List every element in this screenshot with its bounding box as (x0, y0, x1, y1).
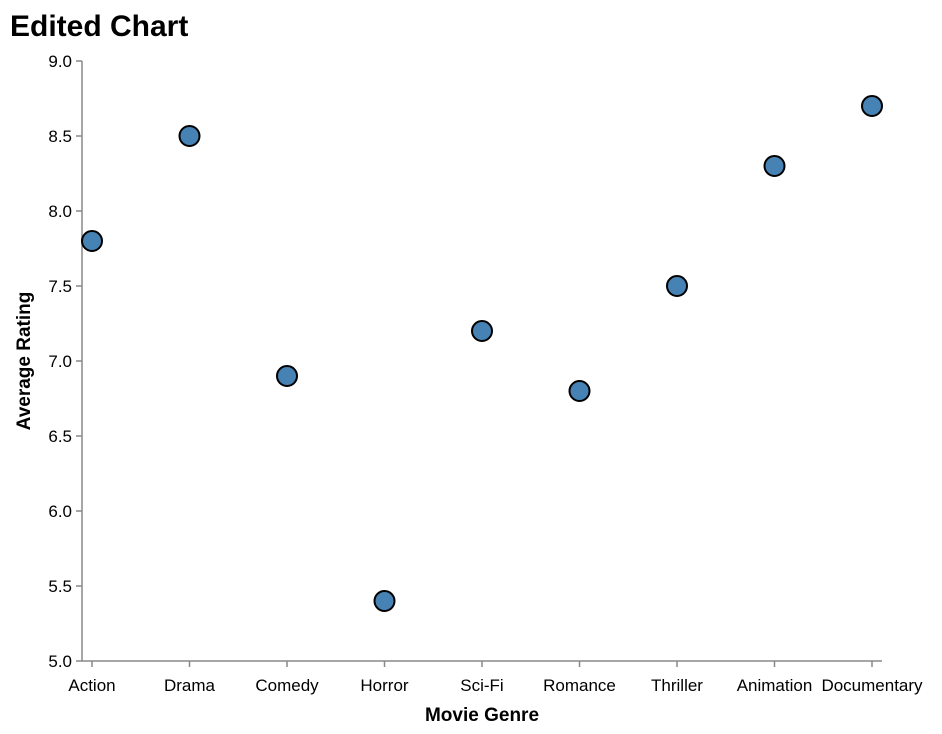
data-point[interactable] (81, 230, 103, 252)
y-tick-label: 6.5 (48, 427, 72, 446)
data-point[interactable] (276, 365, 298, 387)
data-point[interactable] (178, 125, 201, 147)
data-point[interactable] (861, 95, 883, 117)
y-axis: 5.0 5.5 6.0 6.5 7.0 7.5 8.0 8.5 9.0 (48, 52, 83, 671)
data-points (81, 95, 883, 612)
x-tick-label: Horror (360, 676, 409, 695)
y-tick-label: 6.0 (48, 502, 72, 521)
y-tick-label: 7.5 (48, 277, 72, 296)
x-tick-label: Documentary (821, 676, 923, 695)
y-tick-label: 5.5 (48, 577, 72, 596)
data-point[interactable] (568, 380, 591, 402)
x-axis: Action Drama Comedy Horror Sci-Fi Romance Thri… (68, 660, 923, 695)
x-tick-label: Comedy (255, 676, 319, 695)
x-tick-label: Romance (543, 676, 616, 695)
x-tick-label: Drama (164, 676, 216, 695)
y-tick-label: 5.0 (48, 652, 72, 671)
y-tick-label: 9.0 (48, 52, 72, 71)
x-axis-title: Movie Genre (425, 705, 539, 726)
data-point[interactable] (373, 590, 396, 612)
x-tick-label: Animation (737, 676, 813, 695)
x-tick-label: Sci-Fi (460, 676, 503, 695)
data-point[interactable] (763, 155, 786, 177)
y-tick-label: 8.0 (48, 202, 72, 221)
x-tick-label: Thriller (651, 676, 703, 695)
x-tick-label: Action (68, 676, 115, 695)
data-point[interactable] (666, 275, 688, 297)
y-tick-label: 8.5 (48, 127, 72, 146)
chart-title: Edited Chart (10, 10, 188, 43)
y-axis-title: Average Rating (14, 292, 35, 431)
data-point[interactable] (471, 320, 493, 342)
y-tick-label: 7.0 (48, 352, 72, 371)
